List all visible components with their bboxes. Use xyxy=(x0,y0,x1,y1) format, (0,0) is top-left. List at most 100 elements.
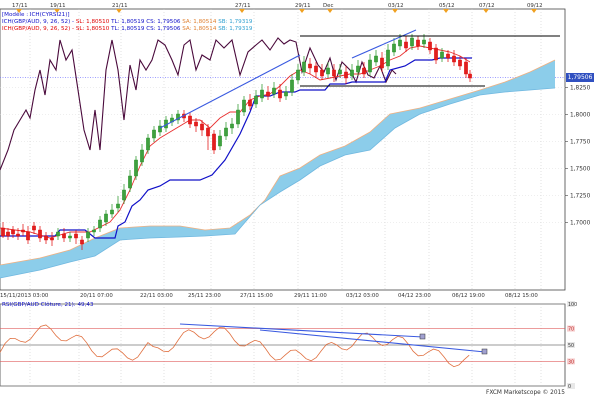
top-date-label: Dec xyxy=(323,3,333,9)
legend: [Modèle : ICH(CYRSI21)] ICH(GBP/AUD, 9, … xyxy=(2,12,252,33)
candle-body xyxy=(326,67,330,75)
candle-body xyxy=(302,61,306,73)
legend-ich-1: ICH(GBP/AUD, 9, 26, 52) - SL: 1,80510 TL… xyxy=(2,19,253,25)
candle-body xyxy=(392,43,396,53)
bottom-date-label: 15/11/2013 03:00 xyxy=(0,293,49,299)
candle-body xyxy=(266,91,270,97)
tenkan-sen xyxy=(0,45,471,239)
candle-body xyxy=(422,39,426,45)
candle-body xyxy=(44,235,48,241)
bottom-date-label: 08/12 15:00 xyxy=(505,293,538,299)
candle-body xyxy=(140,149,144,163)
rsi-level-label: 70 xyxy=(568,327,574,333)
y-axis-label: 1,7000 xyxy=(570,221,591,227)
kumo-cloud xyxy=(0,60,555,278)
rsi-trendline-1 xyxy=(179,323,424,338)
candle-body xyxy=(236,109,240,125)
top-date-label: 03/12 xyxy=(388,3,404,9)
event-marker xyxy=(116,9,122,13)
candle-body xyxy=(410,37,414,47)
senkou-span-b xyxy=(0,87,556,279)
event-marker xyxy=(443,9,449,13)
rsi-level-label: 50 xyxy=(568,343,574,349)
candle-body xyxy=(320,69,324,77)
event-marker xyxy=(239,9,245,13)
event-marker xyxy=(531,9,537,13)
candle-body xyxy=(332,69,336,77)
candle-body xyxy=(458,59,462,67)
rsi-level-label: 0 xyxy=(568,384,571,390)
candle-body xyxy=(38,229,42,239)
candle-body xyxy=(278,89,282,99)
rsi-level-label: 30 xyxy=(568,359,574,365)
footer-credit: FXCM Marketscope © 2015 xyxy=(486,390,565,396)
candle-body xyxy=(398,39,402,47)
event-marker xyxy=(54,9,60,13)
candle-body xyxy=(416,39,420,47)
top-date-label: 27/11 xyxy=(235,3,251,9)
candle-body xyxy=(6,231,10,237)
y-axis-label: 1,8250 xyxy=(570,86,591,92)
candle-body xyxy=(200,123,204,131)
y-axis-label: 1,8000 xyxy=(570,113,591,119)
event-marker xyxy=(16,9,22,13)
candle-body xyxy=(440,51,444,59)
candle-body xyxy=(68,235,72,239)
event-marker xyxy=(299,9,305,13)
candle-body xyxy=(386,49,390,67)
candle-body xyxy=(380,57,384,69)
chikou-span xyxy=(0,37,397,171)
candle-body xyxy=(86,231,90,239)
senkou-span-a xyxy=(0,59,556,266)
candle-body xyxy=(110,209,114,215)
candle-body xyxy=(404,41,408,49)
candle-body xyxy=(338,69,342,75)
candle-body xyxy=(368,59,372,73)
candle-body xyxy=(362,67,366,75)
rsi-level-badge xyxy=(567,325,575,332)
bottom-date-label: 20/11 07:00 xyxy=(80,293,113,299)
candle-body xyxy=(146,137,150,151)
candle-body xyxy=(428,41,432,51)
candle-body xyxy=(242,99,246,113)
rsi-line xyxy=(0,324,470,368)
candle-body xyxy=(56,231,60,237)
candle-body xyxy=(296,69,300,81)
candle-body xyxy=(356,65,360,73)
rsi-level-badge xyxy=(567,342,575,348)
trendline-upper xyxy=(159,54,301,129)
candle-body xyxy=(16,233,20,237)
y-axis-label: 1,7750 xyxy=(570,140,591,146)
y-axis-label: 1,7500 xyxy=(570,167,591,173)
bottom-date-label: 22/11 03:00 xyxy=(140,293,173,299)
event-marker xyxy=(392,9,398,13)
rsi-label: RSI(GBP/AUD Clôture, 21): 49,43 xyxy=(2,302,94,308)
candle-body xyxy=(468,73,472,79)
candle-body xyxy=(272,87,276,95)
candle-body xyxy=(74,233,78,239)
candle-body xyxy=(128,175,132,189)
top-date-label: 29/11 xyxy=(295,3,311,9)
rsi-trendline-2 xyxy=(259,329,486,353)
candle-body xyxy=(50,237,54,241)
candle-body xyxy=(116,203,120,209)
rsi-level-label: 100 xyxy=(568,302,577,308)
kijun-sen xyxy=(0,57,472,239)
candle-body xyxy=(194,121,198,127)
candle-body xyxy=(188,115,192,125)
candle-body xyxy=(62,233,66,239)
candle-body xyxy=(230,123,234,129)
candle-body xyxy=(80,239,84,245)
bottom-date-label: 25/11 23:00 xyxy=(188,293,221,299)
candle-body xyxy=(260,89,264,99)
bottom-date-label: 04/12 23:00 xyxy=(398,293,431,299)
top-date-label: 17/11 xyxy=(12,3,28,9)
bottom-date-label: 27/11 15:00 xyxy=(240,293,273,299)
candle-body xyxy=(464,61,468,75)
candle-body xyxy=(206,127,210,137)
rsi-level-badge xyxy=(567,358,575,365)
candle-body xyxy=(122,189,126,201)
top-date-label: 21/11 xyxy=(112,3,128,9)
